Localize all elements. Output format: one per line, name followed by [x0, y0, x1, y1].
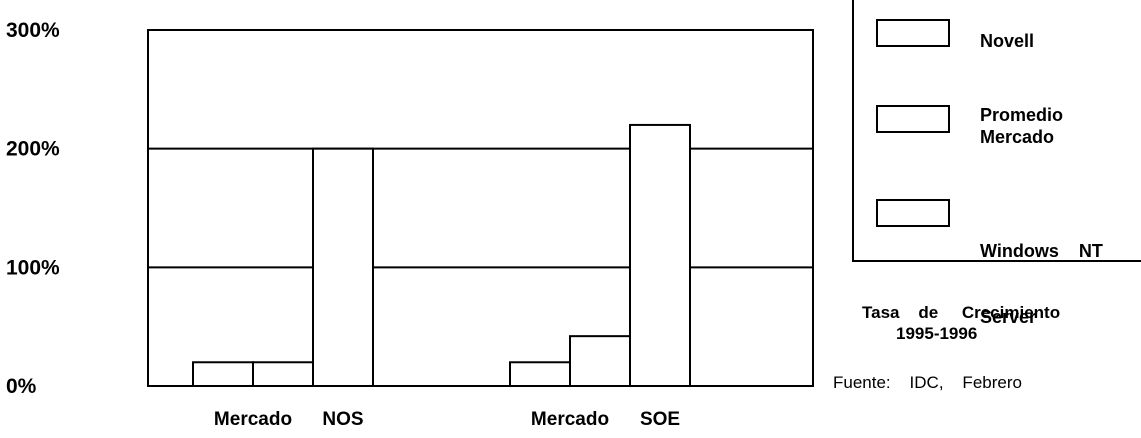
- plot-frame: [147, 29, 814, 387]
- bar: [252, 361, 314, 387]
- legend-swatch-windows-nt-server: [876, 199, 950, 227]
- y-axis-ticks: 300% 200% 100% 0%: [6, 19, 60, 398]
- source-note: Fuente: IDC, Febrero: [833, 373, 1022, 392]
- bar: [509, 361, 571, 387]
- bar: [192, 361, 254, 387]
- legend-swatch-novell: [876, 19, 950, 47]
- legend: Novell Promedio Mercado Windows NT Serve…: [852, 0, 1141, 327]
- y-tick-label: 100%: [6, 256, 60, 279]
- legend-label-windows-nt-server: Windows NT Server: [980, 241, 1103, 327]
- y-tick-label: 200%: [6, 138, 60, 161]
- legend-label-promedio-mercado: Promedio Mercado: [980, 105, 1064, 147]
- growth-rate-title: Tasa de Crecimiento: [862, 303, 1061, 322]
- x-category-label: Mercado: [531, 409, 609, 430]
- bars: [192, 123, 691, 388]
- gridlines: [148, 147, 813, 269]
- bar: [312, 147, 374, 387]
- bar: [629, 123, 691, 388]
- x-axis-labels: Mercado NOS Mercado SOE: [214, 409, 680, 430]
- growth-rate-years: 1995-1996: [896, 324, 978, 343]
- x-category-label: NOS: [322, 409, 363, 430]
- bar: [569, 335, 631, 388]
- x-category-label: Mercado: [214, 409, 292, 430]
- legend-label-novell: Novell: [980, 31, 1035, 51]
- y-tick-label: 300%: [6, 19, 60, 42]
- legend-swatch-promedio-mercado: [876, 105, 950, 133]
- x-category-label: SOE: [640, 409, 680, 430]
- y-tick-label: 0%: [6, 375, 37, 398]
